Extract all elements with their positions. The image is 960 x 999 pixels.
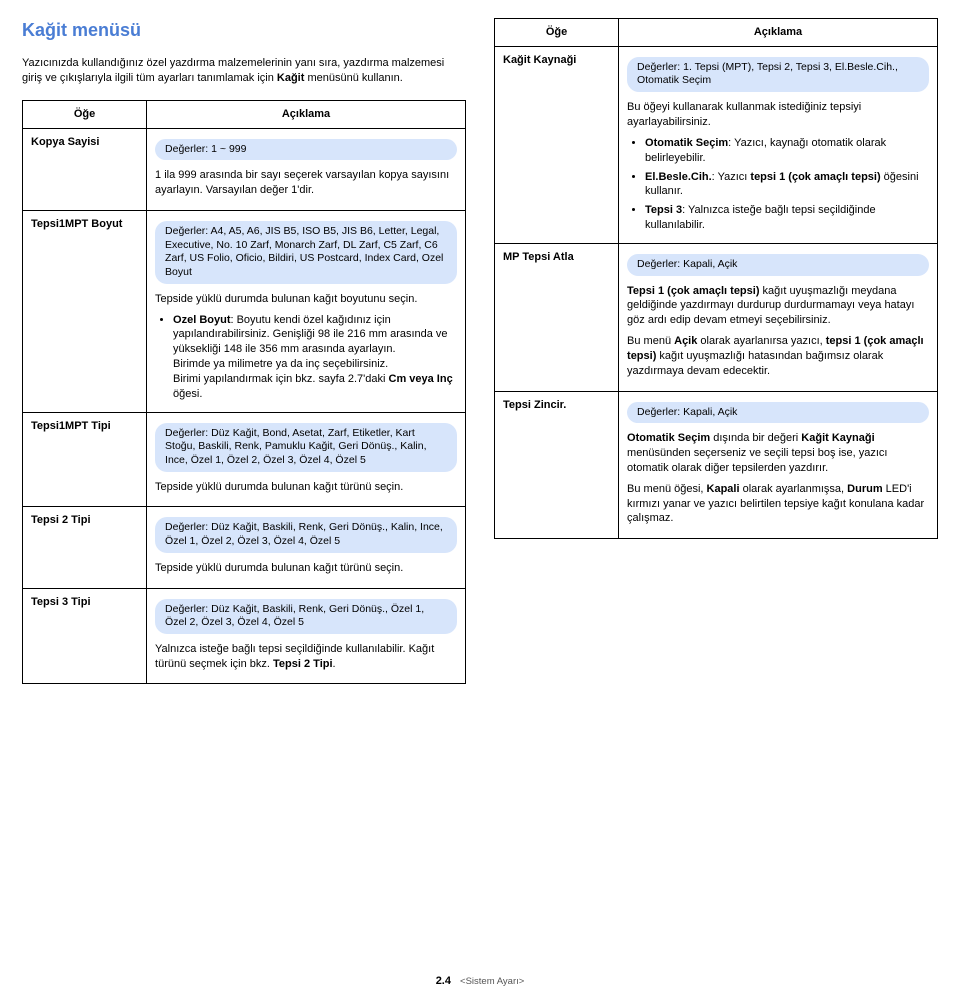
b: El.Besle.Cih.: [645, 171, 712, 183]
table-row: Kağit Kaynaği Değerler: 1. Tepsi (MPT), …: [495, 46, 938, 243]
row-label: Tepsi Zincir.: [495, 391, 619, 539]
row-desc2: Bu menü Açik olarak ayarlanırsa yazıcı, …: [627, 334, 929, 379]
b: Kapali: [707, 483, 740, 495]
b: Otomatik Seçim: [645, 137, 728, 149]
section-label: <Sistem Ayarı>: [460, 976, 524, 987]
list-item: Ozel Boyut: Boyutu kendi özel kağıdınız …: [173, 313, 457, 402]
row-desc: Tepside yüklü durumda bulunan kağıt türü…: [155, 480, 457, 495]
t2: menüsünden seçerseniz ve seçili tepsi bo…: [627, 447, 887, 474]
row-label: Kopya Sayisi: [23, 128, 147, 210]
b: Tepsi 3: [645, 204, 682, 216]
right-table: Öğe Açıklama Kağit Kaynaği Değerler: 1. …: [494, 18, 938, 539]
row-label: Tepsi1MPT Tipi: [23, 412, 147, 507]
table-row: Tepsi Zincir. Değerler: Kapali, Açik Oto…: [495, 391, 938, 539]
row-content: Değerler: Düz Kağit, Bond, Asetat, Zarf,…: [147, 412, 466, 507]
t2: olarak ayarlanmışsa,: [740, 483, 848, 495]
row-desc: Otomatik Seçim dışında bir değeri Kağit …: [627, 431, 929, 476]
table-row: Tepsi1MPT Boyut Değerler: A4, A5, A6, JI…: [23, 211, 466, 412]
row-label: Tepsi 3 Tipi: [23, 588, 147, 684]
row-content: Değerler: A4, A5, A6, JIS B5, ISO B5, JI…: [147, 211, 466, 412]
intro-text: Yazıcınızda kullandığınız özel yazdırma …: [22, 56, 466, 86]
t: Bu menü öğesi,: [627, 483, 707, 495]
values-pill: Değerler: Düz Kağit, Baskili, Renk, Geri…: [155, 599, 457, 634]
b: Tepsi 2 Tipi: [273, 658, 333, 670]
values-pill: Değerler: Düz Kağit, Bond, Asetat, Zarf,…: [155, 423, 457, 472]
list-item: Tepsi 3: Yalnızca isteğe bağlı tepsi seç…: [645, 203, 929, 233]
table-row: Tepsi 2 Tipi Değerler: Düz Kağit, Baskil…: [23, 507, 466, 588]
left-hdr-desc: Açıklama: [147, 100, 466, 128]
row-label: MP Tepsi Atla: [495, 243, 619, 391]
left-column: Kağit menüsü Yazıcınızda kullandığınız ö…: [22, 18, 466, 684]
values-pill: Değerler: Düz Kağit, Baskili, Renk, Geri…: [155, 517, 457, 552]
row-label: Kağit Kaynaği: [495, 46, 619, 243]
list-item: Otomatik Seçim: Yazıcı, kaynağı otomatik…: [645, 136, 929, 166]
values-pill: Değerler: Kapali, Açik: [627, 402, 929, 424]
bullet-list: Ozel Boyut: Boyutu kendi özel kağıdınız …: [155, 313, 457, 402]
values-pill: Değerler: 1. Tepsi (MPT), Tepsi 2, Tepsi…: [627, 57, 929, 92]
b: Açik: [674, 335, 697, 347]
row-label: Tepsi1MPT Boyut: [23, 211, 147, 412]
row-desc: Tepsi 1 (çok amaçlı tepsi) kağıt uyuşmaz…: [627, 284, 929, 329]
row-content: Değerler: 1 ~ 999 1 ila 999 arasında bir…: [147, 128, 466, 210]
page-number: 2.4: [436, 975, 451, 987]
row-desc: 1 ila 999 arasında bir sayı seçerek vars…: [155, 168, 457, 198]
li-extra2: Birimi yapılandırmak için bkz. sayfa 2.7…: [173, 372, 457, 402]
t: Bu menü: [627, 335, 674, 347]
t2: olarak ayarlanırsa yazıcı,: [697, 335, 825, 347]
table-row: Tepsi 3 Tipi Değerler: Düz Kağit, Baskil…: [23, 588, 466, 684]
page-title: Kağit menüsü: [22, 18, 466, 42]
row-content: Değerler: 1. Tepsi (MPT), Tepsi 2, Tepsi…: [619, 46, 938, 243]
li-bold: Ozel Boyut: [173, 314, 230, 326]
b: Cm veya Inç: [389, 373, 453, 385]
t: dışında bir değeri: [710, 432, 801, 444]
t: Birimi yapılandırmak için bkz. sayfa 2.7…: [173, 373, 388, 385]
values-pill: Değerler: Kapali, Açik: [627, 254, 929, 276]
b2: Kağit Kaynaği: [801, 432, 874, 444]
values-pill: Değerler: A4, A5, A6, JIS B5, ISO B5, JI…: [155, 221, 457, 284]
b: Tepsi 1 (çok amaçlı tepsi): [627, 285, 759, 297]
row-content: Değerler: Kapali, Açik Tepsi 1 (çok amaç…: [619, 243, 938, 391]
table-row: Kopya Sayisi Değerler: 1 ~ 999 1 ila 999…: [23, 128, 466, 210]
right-hdr-desc: Açıklama: [619, 19, 938, 47]
left-hdr-item: Öğe: [23, 100, 147, 128]
t2: öğesi.: [173, 388, 202, 400]
b2: Durum: [847, 483, 882, 495]
row-content: Değerler: Düz Kağit, Baskili, Renk, Geri…: [147, 588, 466, 684]
b2: tepsi 1 (çok amaçlı tepsi): [750, 171, 880, 183]
t: : Yazıcı: [712, 171, 751, 183]
table-row: MP Tepsi Atla Değerler: Kapali, Açik Tep…: [495, 243, 938, 391]
table-row: Tepsi1MPT Tipi Değerler: Düz Kağit, Bond…: [23, 412, 466, 507]
list-item: El.Besle.Cih.: Yazıcı tepsi 1 (çok amaçl…: [645, 170, 929, 200]
row-desc: Tepside yüklü durumda bulunan kağıt türü…: [155, 561, 457, 576]
t2: .: [333, 658, 336, 670]
row-content: Değerler: Kapali, Açik Otomatik Seçim dı…: [619, 391, 938, 539]
bullet-list: Otomatik Seçim: Yazıcı, kaynağı otomatik…: [627, 136, 929, 233]
row-label: Tepsi 2 Tipi: [23, 507, 147, 588]
right-column: Öğe Açıklama Kağit Kaynaği Değerler: 1. …: [494, 18, 938, 684]
row-desc: Tepside yüklü durumda bulunan kağıt boyu…: [155, 292, 457, 307]
intro-bold: Kağit: [277, 72, 305, 84]
right-hdr-item: Öğe: [495, 19, 619, 47]
page-footer: 2.4 <Sistem Ayarı>: [0, 974, 960, 989]
li-extra: Birimde ya milimetre ya da inç seçebilir…: [173, 357, 457, 372]
intro-suffix: menüsünü kullanın.: [304, 72, 402, 84]
values-pill: Değerler: 1 ~ 999: [155, 139, 457, 161]
row-desc2: Bu menü öğesi, Kapali olarak ayarlanmışs…: [627, 482, 929, 527]
t3: kağıt uyuşmazlığı hatasından bağımsız ol…: [627, 350, 883, 377]
b: Otomatik Seçim: [627, 432, 710, 444]
left-table: Öğe Açıklama Kopya Sayisi Değerler: 1 ~ …: [22, 100, 466, 685]
row-desc: Yalnızca isteğe bağlı tepsi seçildiğinde…: [155, 642, 457, 672]
row-desc: Bu öğeyi kullanarak kullanmak istediğini…: [627, 100, 929, 130]
row-content: Değerler: Düz Kağit, Baskili, Renk, Geri…: [147, 507, 466, 588]
